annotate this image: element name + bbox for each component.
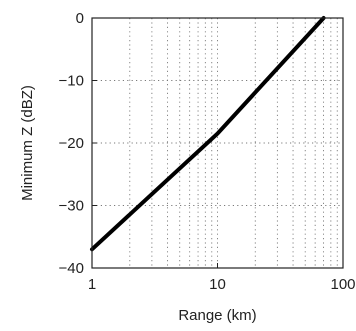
x-tick-label: 10 bbox=[209, 276, 226, 293]
series-layer bbox=[90, 16, 326, 252]
y-tick-label: −40 bbox=[59, 260, 84, 277]
y-tick-label: −10 bbox=[59, 73, 84, 90]
plot-frame bbox=[91, 17, 344, 269]
y-axis-label: Minimum Z (dBZ) bbox=[19, 85, 36, 201]
x-axis-label: Range (km) bbox=[178, 307, 256, 324]
grid bbox=[92, 18, 343, 268]
x-tick-label: 100 bbox=[330, 276, 355, 293]
series-line bbox=[90, 16, 326, 252]
ticks: 1 10 100 0 −10 −20 −30 −40 bbox=[59, 10, 356, 293]
y-tick-label: −20 bbox=[59, 135, 84, 152]
y-tick-label: −30 bbox=[59, 198, 84, 215]
y-tick-label: 0 bbox=[76, 10, 84, 27]
x-tick-label: 1 bbox=[88, 276, 96, 293]
